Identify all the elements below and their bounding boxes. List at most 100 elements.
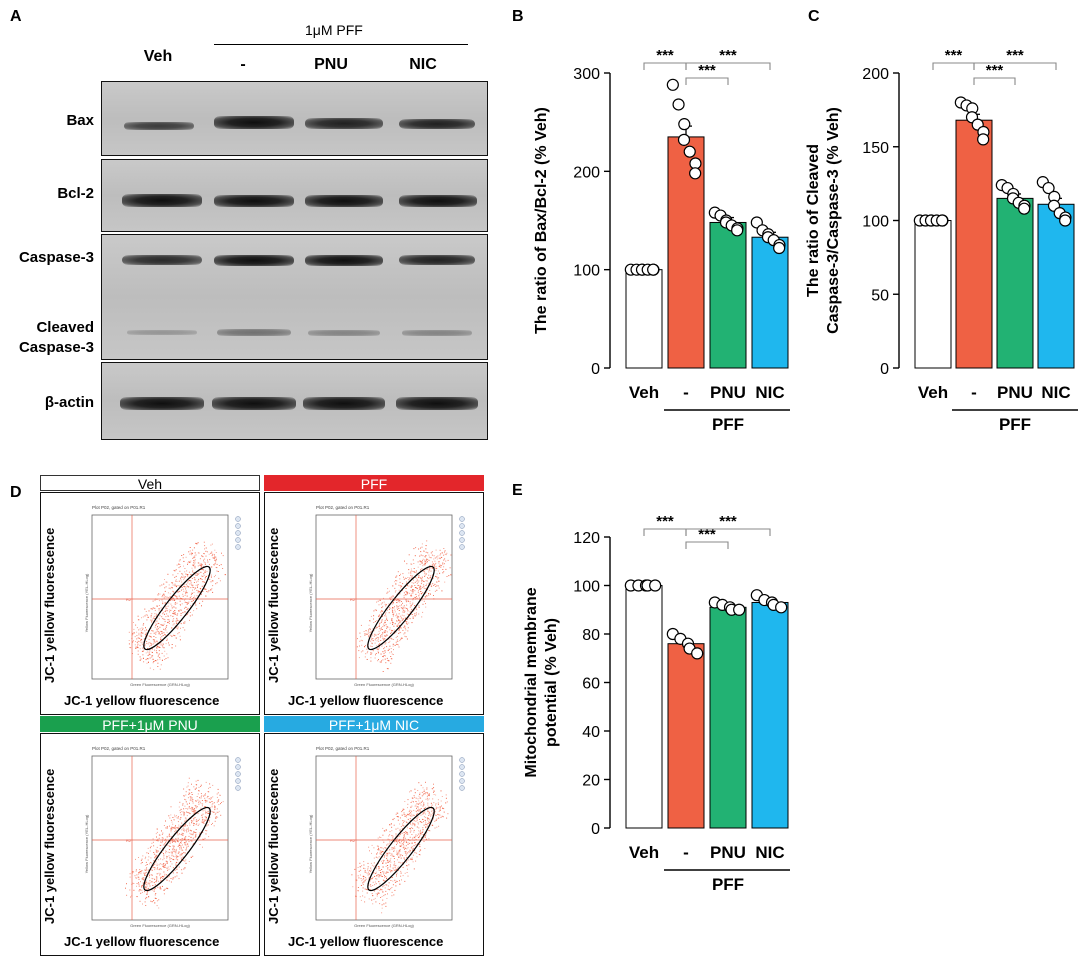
data-point	[649, 579, 662, 592]
bar	[625, 585, 663, 829]
plot-tool-icon	[235, 544, 241, 550]
band	[214, 255, 294, 266]
flow-events	[125, 777, 224, 909]
bar	[1037, 203, 1075, 369]
data-point	[672, 98, 685, 111]
significance-label: ***	[656, 513, 674, 530]
treatment-header: 1μM PFF	[305, 22, 363, 38]
data-point	[1059, 214, 1072, 227]
data-point	[977, 133, 990, 146]
significance-bracket	[685, 528, 771, 536]
flow-inner-ylabel: Yellow Fluorescence (YEL-HLog)	[308, 814, 313, 873]
data-point	[677, 133, 691, 146]
band	[308, 330, 380, 336]
data-point	[691, 647, 704, 660]
significance-bracket	[685, 541, 729, 549]
plot-tool-icon	[459, 544, 465, 550]
y-tick-label: 100	[573, 263, 600, 280]
significance-bracket	[685, 77, 729, 85]
plot-tool-icon	[459, 778, 465, 784]
category-label: NIC	[755, 843, 784, 862]
y-tick-label: 300	[573, 66, 600, 83]
band	[399, 255, 475, 265]
band	[217, 329, 291, 336]
bar	[751, 601, 789, 829]
significance-label: ***	[986, 62, 1004, 79]
data-point	[731, 224, 744, 237]
gate-ellipse	[143, 806, 211, 892]
plot-tool-icon	[459, 785, 465, 791]
flow-inner-xlabel: Green Fluorescence (GRN-HLog)	[130, 682, 190, 687]
data-point	[733, 603, 746, 616]
region-label-r3: R3	[170, 838, 176, 843]
significance-bracket	[643, 62, 687, 70]
flow-y-axis-label: JC-1 yellow fluorescence	[266, 527, 281, 683]
data-point	[666, 78, 679, 91]
blot-bax	[101, 81, 488, 156]
flow-plot-title: Plot P02, gated on P01.R1	[316, 746, 370, 751]
category-label: PNU	[710, 383, 746, 402]
data-point	[775, 601, 788, 614]
row-label-bcl2: Bcl-2	[57, 185, 94, 202]
plot-tool-icon	[235, 785, 241, 791]
lane-label-nic: NIC	[409, 56, 437, 73]
plot-tool-icon	[459, 757, 465, 763]
y-tick-label: 80	[582, 627, 600, 644]
category-label: -	[971, 383, 977, 402]
bar	[751, 236, 789, 369]
y-tick-label: 0	[880, 361, 889, 378]
band	[127, 330, 197, 335]
plot-tool-icon	[459, 537, 465, 543]
flow-header-2: PFF+1μM PNU	[40, 716, 260, 733]
category-label: PNU	[710, 843, 746, 862]
region-label-r3: R3	[170, 597, 176, 602]
significance-bracket	[932, 62, 975, 70]
band	[402, 330, 472, 336]
region-label-r3: R3	[394, 597, 400, 602]
plot-tool-icon	[235, 537, 241, 543]
significance-label: ***	[945, 47, 963, 64]
gate-ellipse	[367, 565, 435, 651]
plot-tool-icon	[235, 757, 241, 763]
bar	[709, 221, 747, 369]
data-point	[683, 145, 696, 158]
group-label: PFF	[999, 415, 1031, 434]
flow-plot-area	[315, 755, 453, 921]
significance-label: ***	[698, 62, 716, 79]
category-label: NIC	[1041, 383, 1070, 402]
plot-tool-icon	[459, 516, 465, 522]
flow-plot-area	[91, 514, 229, 680]
flow-scatter-plot: Plot P02, gated on P01.R1 Yellow Fluoresc…	[84, 746, 241, 928]
significance-label: ***	[698, 526, 716, 543]
region-label-r3: R3	[394, 838, 400, 843]
y-tick-label: 20	[582, 773, 600, 790]
bar-chart-cleaved-caspase3: 0 50 100 150 200 The ratio of Cleaved Caspase-…	[805, 47, 1078, 434]
significance-label: ***	[719, 47, 737, 64]
category-label: -	[683, 383, 689, 402]
band	[396, 397, 478, 410]
band	[124, 122, 194, 130]
y-axis-label: Caspase-3/Caspase-3 (% Veh)	[825, 107, 842, 334]
y-axis-label: The ratio of Bax/Bcl-2 (% Veh)	[533, 107, 550, 334]
data-point	[678, 118, 691, 131]
flow-y-axis-label: JC-1 yellow fluorescence	[42, 527, 57, 683]
band	[399, 195, 477, 207]
y-tick-label: 60	[582, 676, 600, 693]
flow-inner-ylabel: Yellow Fluorescence (YEL-HLog)	[84, 573, 89, 632]
flow-plot-area	[315, 514, 453, 680]
lane-label-pff: -	[240, 56, 246, 73]
significance-bracket	[973, 62, 1057, 70]
panel-label-c: C	[808, 8, 820, 25]
flow-header-3: PFF+1μM NIC	[264, 716, 484, 733]
plot-tool-icon	[235, 764, 241, 770]
flow-x-axis-label: JC-1 yellow fluorescence	[288, 934, 444, 949]
group-label: PFF	[712, 875, 744, 894]
group-label: PFF	[712, 415, 744, 434]
blot-bcl2	[101, 159, 488, 232]
plot-tool-icon	[459, 523, 465, 529]
y-axis-label: potential (% Veh)	[543, 618, 560, 747]
y-tick-label: 150	[862, 140, 889, 157]
band	[214, 116, 294, 129]
flow-scatter-plot: Plot P02, gated on P01.R1 Yellow Fluoresc…	[84, 505, 241, 687]
flow-plot-title: Plot P02, gated on P01.R1	[92, 505, 146, 510]
